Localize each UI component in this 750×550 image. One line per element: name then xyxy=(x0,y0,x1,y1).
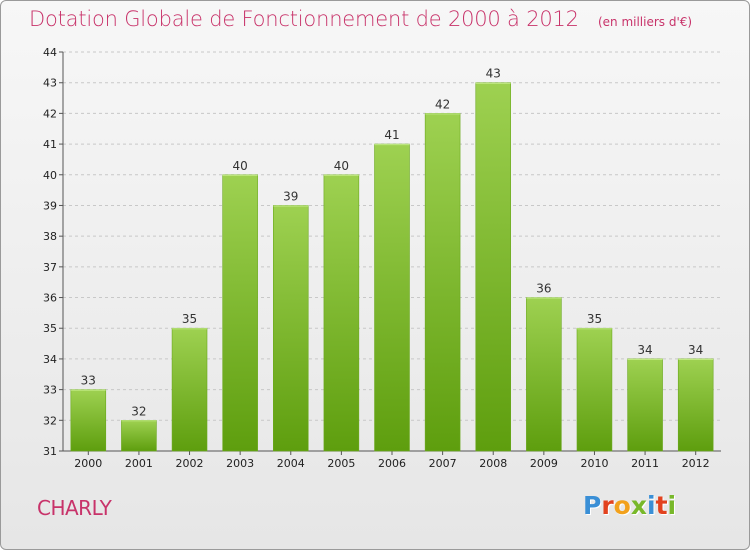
place-name: CHARLY xyxy=(37,496,112,520)
chart-unit: (en milliers d'€) xyxy=(597,15,693,29)
y-tick-label: 40 xyxy=(43,169,57,182)
x-tick-label: 2008 xyxy=(479,457,507,470)
logo-letter: r xyxy=(601,491,614,520)
data-label: 42 xyxy=(435,97,450,111)
data-label: 34 xyxy=(637,343,652,357)
data-label: 40 xyxy=(233,159,248,173)
bar xyxy=(526,297,562,452)
bar xyxy=(121,420,157,452)
data-label: 32 xyxy=(131,404,146,418)
data-label: 34 xyxy=(688,343,703,357)
bar xyxy=(576,327,613,452)
y-tick-label: 41 xyxy=(43,138,57,151)
y-tick-label: 36 xyxy=(43,292,57,305)
bar xyxy=(222,174,258,452)
data-label: 40 xyxy=(334,159,349,173)
data-label: 35 xyxy=(182,312,197,326)
logo-letter: i xyxy=(647,491,656,520)
data-label: 36 xyxy=(536,282,551,296)
y-tick-label: 39 xyxy=(43,199,57,212)
y-tick-label: 33 xyxy=(43,384,57,397)
labels: 33 32 35 40 39 40 41 42 43 36 35 34 34 xyxy=(81,67,704,419)
bar xyxy=(677,358,714,452)
logo-letter: P xyxy=(583,491,602,520)
x-tick-label: 2000 xyxy=(74,457,102,470)
logo-letter: i xyxy=(667,491,677,520)
x-tick-label: 2007 xyxy=(429,457,457,470)
bar xyxy=(273,205,309,452)
y-tick-label: 35 xyxy=(43,322,57,335)
proxiti-logo: Proxiti xyxy=(583,491,676,520)
bar xyxy=(424,113,461,452)
data-label: 43 xyxy=(486,67,501,81)
bar xyxy=(627,358,663,452)
chart-title-text: Dotation Globale de Fonctionnement de 20… xyxy=(29,7,579,31)
logo-letter: x xyxy=(630,491,647,520)
bar xyxy=(323,174,360,452)
logo-letter: o xyxy=(613,491,631,520)
chart-title: Dotation Globale de Fonctionnement de 20… xyxy=(29,7,692,31)
x-tick-label: 2002 xyxy=(176,457,204,470)
y-tick-label: 44 xyxy=(43,46,57,59)
y-tick-label: 42 xyxy=(43,107,57,120)
y-tick-label: 32 xyxy=(43,414,57,427)
x-tick-label: 2006 xyxy=(378,457,406,470)
logo-letter: t xyxy=(655,491,668,520)
x-tick-label: 2003 xyxy=(226,457,254,470)
bar xyxy=(171,327,208,452)
y-tick-label: 34 xyxy=(43,353,57,366)
x-tick-label: 2011 xyxy=(631,457,659,470)
data-label: 33 xyxy=(81,374,96,388)
x-tick-label: 2005 xyxy=(327,457,355,470)
x-tick-label: 2001 xyxy=(125,457,153,470)
bars xyxy=(70,82,714,452)
y-tick-label: 43 xyxy=(43,77,57,90)
x-tick-label: 2012 xyxy=(682,457,710,470)
x-tick-label: 2009 xyxy=(530,457,558,470)
bar xyxy=(70,389,107,452)
bar xyxy=(475,82,511,452)
y-tick-label: 38 xyxy=(43,230,57,243)
y-tick-label: 31 xyxy=(43,445,57,458)
data-label: 41 xyxy=(384,128,399,142)
y-tick-label: 37 xyxy=(43,261,57,274)
x-tick-label: 2010 xyxy=(580,457,608,470)
x-tick-label: 2004 xyxy=(277,457,305,470)
data-label: 35 xyxy=(587,312,602,326)
bar xyxy=(374,143,410,452)
data-label: 39 xyxy=(283,189,298,203)
